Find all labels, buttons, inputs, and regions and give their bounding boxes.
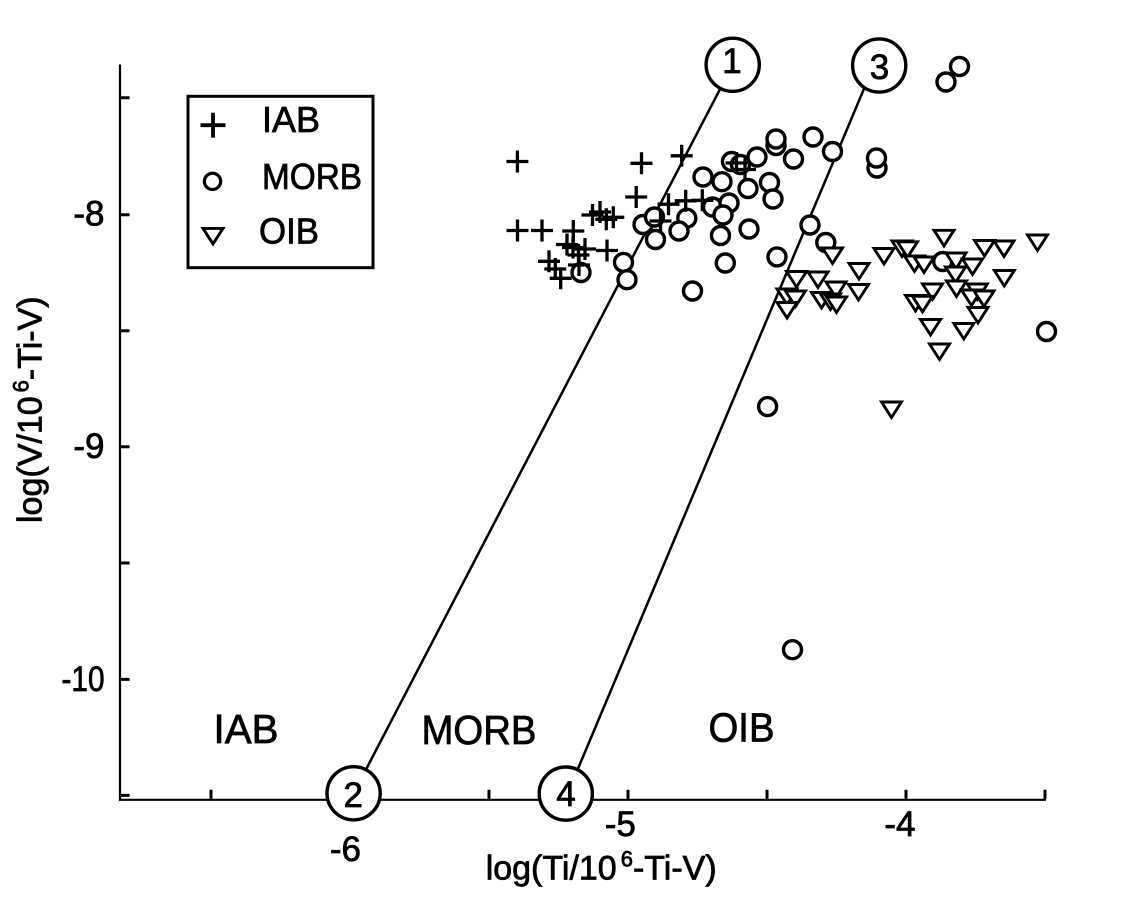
svg-text:-5: -5 [605,805,636,844]
svg-text:MORB: MORB [422,707,537,753]
svg-text:4: 4 [556,775,575,814]
svg-text:-9: -9 [73,427,104,466]
svg-text:3: 3 [870,48,889,87]
svg-text:IAB: IAB [262,99,320,140]
svg-text:-6: -6 [330,830,361,869]
svg-text:OIB: OIB [259,210,319,251]
svg-text:IAB: IAB [214,706,279,752]
svg-text:log(V/106-Ti-V): log(V/106-Ti-V) [9,296,50,523]
svg-text:log(Ti/106-Ti-V): log(Ti/10 6-Ti-V) [486,846,717,887]
svg-text:-4: -4 [884,805,915,844]
svg-text:2: 2 [343,776,362,815]
svg-text:-8: -8 [73,195,104,234]
svg-text:MORB: MORB [262,156,362,197]
svg-text:1: 1 [722,42,741,81]
svg-text:-10: -10 [62,660,105,699]
svg-text:OIB: OIB [709,705,775,751]
